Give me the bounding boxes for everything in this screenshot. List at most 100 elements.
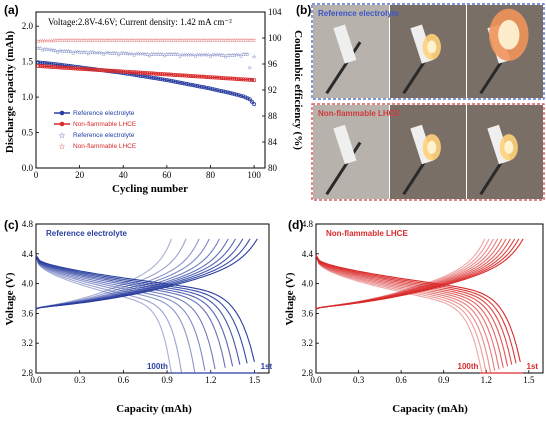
chart-c-charge-curve xyxy=(35,238,187,310)
chart-d-ytick-label: 2.8 xyxy=(302,368,314,378)
chart-a-point-capacity xyxy=(90,67,95,72)
chart-a-point-ce: ☆ xyxy=(230,53,235,59)
chart-a-xtick-label: 100 xyxy=(247,170,261,180)
chart-a-point-capacity xyxy=(81,67,86,72)
chart-a-point-ce: ☆ xyxy=(156,52,161,58)
chart-a-point-ce: ☆ xyxy=(90,50,95,56)
chart-a-point-ce: ☆ xyxy=(164,52,169,58)
chart-a-point-capacity xyxy=(245,77,250,82)
chart-a-point-ce: ☆ xyxy=(195,52,200,58)
chart-a-point-ce: ☆ xyxy=(182,52,187,58)
chart-a-point-capacity xyxy=(97,68,102,73)
chart-a-point-capacity xyxy=(234,92,239,97)
chart-a-point-ce: ☆ xyxy=(195,38,200,44)
chart-a-point-capacity xyxy=(173,79,178,84)
chart-a-point-ce: ☆ xyxy=(239,38,244,44)
chart-d: Non-flammable LHCE Capacity (mAh) Voltag… xyxy=(284,219,544,415)
chart-a-point-capacity xyxy=(204,85,209,90)
chart-a-ytick-label: 1.5 xyxy=(22,57,34,67)
legend-label-3: Reference electrolyte xyxy=(73,132,135,139)
chart-a-point-ce: ☆ xyxy=(245,38,250,44)
chart-a-point-capacity xyxy=(221,89,226,94)
chart-a-point-capacity xyxy=(60,63,65,68)
chart-d-discharge-curve xyxy=(315,255,492,373)
chart-a-point-ce: ☆ xyxy=(204,38,209,44)
chart-a-point-capacity xyxy=(201,85,206,90)
chart-a-point-capacity xyxy=(68,66,73,71)
chart-a-point-ce: ☆ xyxy=(208,38,213,44)
chart-a-y2tick-label: 104 xyxy=(268,7,282,17)
chart-a-point-capacity xyxy=(158,77,163,82)
chart-d-discharge-curve xyxy=(315,255,487,374)
chart-a-point-ce: ☆ xyxy=(177,38,182,44)
chart-a-point-capacity xyxy=(105,68,110,73)
chart-a-point-ce: ☆ xyxy=(129,38,134,44)
chart-d-ytick-label: 3.2 xyxy=(302,338,313,348)
chart-a-point-capacity xyxy=(127,69,132,74)
chart-a-point-ce: ☆ xyxy=(182,38,187,44)
chart-a-point-ce: ☆ xyxy=(51,38,56,44)
chart-c-xtick-label: 0.6 xyxy=(118,375,130,385)
chart-a-point-ce: ☆ xyxy=(73,50,78,56)
chart-a-point-ce: ☆ xyxy=(162,38,167,44)
chart-a-point-ce: ☆ xyxy=(236,53,241,59)
chart-d-charge-curve xyxy=(315,238,486,310)
chart-a-point-ce: ☆ xyxy=(171,38,176,44)
chart-a-point-ce: ☆ xyxy=(225,53,230,59)
chart-a-y2tick-label: 84 xyxy=(268,137,278,147)
chart-a-point-ce: ☆ xyxy=(249,38,254,44)
chart-a-annotation: Voltage:2.8V-4.6V; Current density: 1.42… xyxy=(48,17,232,27)
chart-a-point-ce: ☆ xyxy=(38,46,43,52)
chart-a-point-ce: ☆ xyxy=(108,51,113,57)
chart-a-point-capacity xyxy=(232,76,237,81)
chart-a-point-ce: ☆ xyxy=(140,52,145,58)
legend-marker-reference-capacity xyxy=(59,110,65,116)
chart-a-point-ce: ☆ xyxy=(145,38,150,44)
chart-a-point-ce: ☆ xyxy=(68,49,73,55)
photo-frame-lhce xyxy=(311,103,545,201)
chart-a-point-ce: ☆ xyxy=(119,38,124,44)
chart-a-point-ce: ☆ xyxy=(223,38,228,44)
chart-d-label-1st: 1st xyxy=(527,362,539,371)
chart-a-point-capacity xyxy=(193,74,198,79)
chart-a-y2tick-label: 96 xyxy=(268,59,278,69)
chart-a-point-capacity xyxy=(230,76,235,81)
chart-a-point-capacity xyxy=(195,84,200,89)
chart-a-point-ce: ☆ xyxy=(173,38,178,44)
chart-d-discharge-curve xyxy=(315,254,521,362)
chart-c-discharge-curve xyxy=(35,255,172,374)
chart-a-point-ce: ☆ xyxy=(175,52,180,58)
chart-a-point-ce: ☆ xyxy=(82,50,87,56)
chart-a-point-capacity xyxy=(156,71,161,76)
chart-d-discharge-curve xyxy=(315,255,517,364)
chart-c-discharge-curve xyxy=(35,255,234,367)
chart-a-point-ce: ☆ xyxy=(51,48,56,54)
chart-a-point-capacity xyxy=(162,72,167,77)
chart-a-point-capacity xyxy=(184,81,189,86)
chart-a-point-capacity xyxy=(175,80,180,85)
chart-a-point-capacity xyxy=(153,76,158,81)
chart-c-ytick-label: 2.8 xyxy=(22,368,34,378)
chart-a-point-capacity xyxy=(252,102,257,107)
chart-a-point-capacity xyxy=(177,73,182,78)
chart-a-point-ce: ☆ xyxy=(75,50,80,56)
chart-c-ytick-label: 3.6 xyxy=(22,308,34,318)
chart-a-point-ce: ☆ xyxy=(116,53,121,59)
chart-a-point-capacity xyxy=(51,64,56,69)
chart-a-point-ce: ☆ xyxy=(112,51,117,57)
chart-a-xtick-label: 0 xyxy=(34,170,39,180)
chart-a-point-capacity xyxy=(125,69,130,74)
chart-a-point-ce: ☆ xyxy=(228,38,233,44)
chart-a-point-capacity xyxy=(219,89,224,94)
legend-label-4: Non-flammable LHCE xyxy=(73,143,137,150)
chart-c-ytick-label: 4.8 xyxy=(22,219,34,229)
chart-a-point-capacity xyxy=(71,66,76,71)
chart-a-point-capacity xyxy=(188,73,193,78)
chart-a-point-capacity xyxy=(215,88,220,93)
chart-a-point-ce: ☆ xyxy=(77,50,82,56)
chart-a-y2label: Coulombic efficiency (%) xyxy=(292,30,304,150)
chart-a-point-ce: ☆ xyxy=(243,52,248,58)
chart-a-point-ce: ☆ xyxy=(44,47,49,53)
chart-a-point-ce: ☆ xyxy=(125,38,130,44)
chart-a-point-capacity xyxy=(147,75,152,80)
